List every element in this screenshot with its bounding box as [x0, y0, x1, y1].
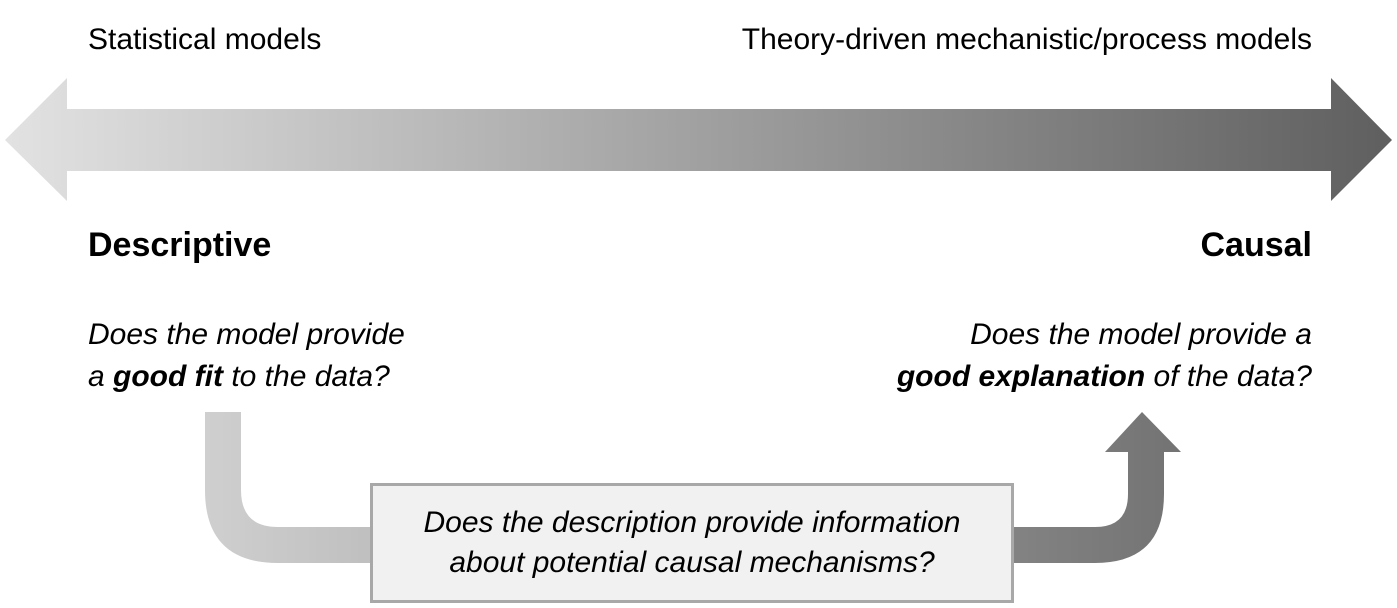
- descriptive-question-line1: Does the model provide: [88, 318, 405, 351]
- descriptive-question-line2: a good fit to the data?: [88, 356, 405, 398]
- causal-question-post: of the data?: [1145, 360, 1312, 393]
- center-box-line2: about potential causal mechanisms?: [449, 546, 935, 579]
- spectrum-double-arrow: [5, 78, 1392, 201]
- good-explanation-emphasis: good explanation: [896, 360, 1146, 393]
- causal-question: Does the model provide a good explanatio…: [897, 314, 1312, 398]
- descriptive-question: Does the model provide a good fit to the…: [88, 314, 405, 398]
- descriptive-question-post: to the data?: [222, 360, 390, 393]
- descriptive-pole-label: Descriptive: [88, 226, 272, 264]
- mechanistic-models-label: Theory-driven mechanistic/process models: [741, 23, 1312, 56]
- good-fit-emphasis: good fit: [113, 360, 223, 393]
- causal-mechanism-question-box: Does the description provide information…: [370, 483, 1014, 603]
- causal-question-line1: Does the model provide a: [970, 318, 1312, 351]
- center-box-line1: Does the description provide information: [423, 506, 961, 539]
- statistical-models-label: Statistical models: [88, 23, 322, 56]
- causal-pole-label: Causal: [1200, 226, 1313, 264]
- descriptive-question-pre: a: [88, 360, 114, 393]
- causal-question-line2: good explanation of the data?: [897, 356, 1312, 398]
